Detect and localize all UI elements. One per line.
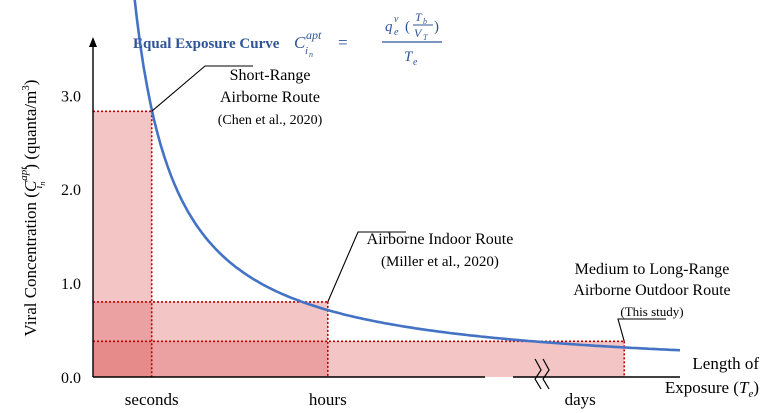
y-label-prefix: Viral Concentration ( [21, 192, 40, 337]
formula-den-sub: e [413, 57, 418, 68]
exposure-region-outdoor [93, 341, 625, 377]
formula-frac-bot-sub: T [423, 33, 428, 42]
annotation-outdoor-line: Airborne Outdoor Route [573, 282, 730, 299]
annotation-outdoor-line: Medium to Long-Range [575, 261, 730, 278]
y-label-unit-sup: 3 [20, 85, 32, 91]
formula-paren-open: ( [405, 19, 410, 35]
y-label-sup: apt [18, 166, 30, 181]
x-category-labels: seconds hours days [125, 390, 596, 409]
y-axis-label-text: Viral Concentration (Capt in ) (quanta/m3) [18, 80, 47, 337]
formula-lhs-base: C [294, 33, 306, 52]
leader-short-range [151, 65, 253, 112]
y-tick-labels: 0.0 1.0 2.0 3.0 [61, 88, 81, 387]
x-category-label: seconds [125, 390, 179, 409]
annotation-outdoor-line: (This study) [620, 304, 683, 319]
annotation-indoor-line: Airborne Indoor Route [367, 231, 514, 248]
leader-outdoor [617, 318, 666, 342]
formula-lhs-sub: i [305, 45, 308, 57]
annotation-short-range-line: (Chen et al., 2020) [218, 113, 323, 128]
annotation-leaders [151, 65, 666, 342]
x-category-label: hours [309, 390, 347, 409]
annotation-indoor-line: (Miller et al., 2020) [381, 254, 499, 270]
x-axis-label: Length of Exposure (Te) [665, 354, 759, 400]
x-label-line1: Length of [692, 354, 759, 373]
axes [89, 37, 680, 390]
annotations: Short-Range Airborne Route (Chen et al., 2… [218, 67, 731, 319]
y-tick-label: 2.0 [61, 182, 81, 199]
chart-title-group: Equal Exposure Curve C i n apt = q e v (… [133, 10, 442, 68]
y-tick-label: 3.0 [61, 88, 81, 105]
x-label-sub: e [748, 388, 753, 400]
exposure-regions [93, 111, 625, 378]
y-axis-arrowhead [89, 37, 97, 47]
x-label-line2: Exposure (Te) [665, 378, 759, 400]
formula-num-sup: v [394, 14, 399, 25]
formula-lhs-subsub: n [309, 50, 313, 59]
formula-paren-close: ) [434, 19, 439, 35]
annotation-short-range-line: Airborne Route [220, 89, 320, 106]
formula-equals: = [338, 33, 348, 52]
formula-num-base: q [385, 19, 393, 35]
x-category-label: days [565, 390, 596, 409]
y-label-base: C [21, 180, 40, 192]
equal-exposure-curve [133, 0, 681, 352]
x-label-var: T [739, 378, 750, 397]
y-tick-label: 0.0 [61, 370, 81, 387]
annotation-short-range-line: Short-Range [230, 67, 311, 84]
y-label-subsub: n [38, 182, 47, 186]
exposure-region-short-range [93, 111, 152, 378]
leader-indoor [327, 231, 406, 303]
y-axis-label: Viral Concentration (Capt in ) (quanta/m3) [18, 80, 47, 337]
formula-frac-top: T [415, 10, 423, 24]
y-label-suffix: ) (quanta/m [21, 91, 40, 170]
axis-break-mark [534, 358, 550, 390]
y-tick-label: 1.0 [61, 276, 81, 293]
formula-frac-bot: V [414, 26, 423, 40]
y-label-close: ) [21, 80, 40, 86]
formula-lhs-sup: apt [306, 28, 322, 42]
formula-den-base: T [404, 49, 414, 65]
exposure-region-indoor [93, 301, 328, 377]
chart-title: Equal Exposure Curve [133, 36, 280, 52]
formula-num-sub: e [394, 27, 399, 38]
formula: C i n apt = q e v ( T b V T ) T e [294, 10, 442, 68]
formula-frac-top-sub: b [423, 17, 427, 26]
y-label-sub: i [33, 186, 45, 189]
x-label-prefix: Exposure ( [665, 378, 739, 397]
curve-line [133, 0, 681, 352]
x-label-close: ) [753, 378, 759, 397]
